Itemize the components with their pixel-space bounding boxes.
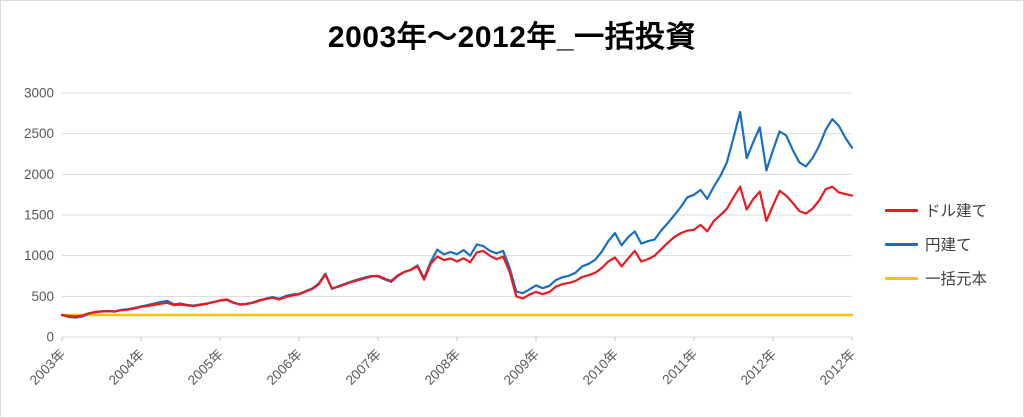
x-tick-label: 2009年 [501,347,542,388]
x-tick-label: 2012年 [817,347,858,388]
x-tick-label: 2003年 [27,347,68,388]
x-tick-label: 2008年 [422,347,463,388]
y-tick-label: 2000 [24,167,54,182]
legend-label-principal: 一括元本 [925,271,988,288]
y-tick-label: 1500 [24,208,54,223]
y-tick-label: 2500 [24,126,54,141]
y-tick-label: 500 [31,289,54,304]
chart-title: 2003年～2012年_一括投資 [327,21,697,54]
legend-swatch-yen-line [885,242,918,246]
chart-legend: ドル建て 円建て 一括元本 [885,199,987,289]
legend-swatch-dollar-line [885,208,918,212]
x-tick-label: 2005年 [185,347,226,388]
x-tick-label: 2006年 [264,347,305,388]
series-line-ドル建て [60,185,854,318]
x-tick-label: 2012年 [738,347,779,388]
y-tick-label: 3000 [24,86,54,101]
x-tick-label: 2004年 [106,347,147,388]
legend-item-yen: 円建て [885,233,987,255]
legend-label-dollar: ドル建て [925,203,988,220]
legend-item-dollar: ドル建て [885,199,987,221]
x-tick-label: 2007年 [343,347,384,388]
x-tick-label: 2010年 [580,347,621,388]
legend-label-yen: 円建て [925,237,972,254]
legend-swatch-principal-line [885,276,918,280]
y-tick-label: 1000 [24,248,54,263]
y-tick-label: 0 [46,330,54,345]
legend-item-principal: 一括元本 [885,267,987,289]
x-tick-label: 2011年 [659,347,700,388]
